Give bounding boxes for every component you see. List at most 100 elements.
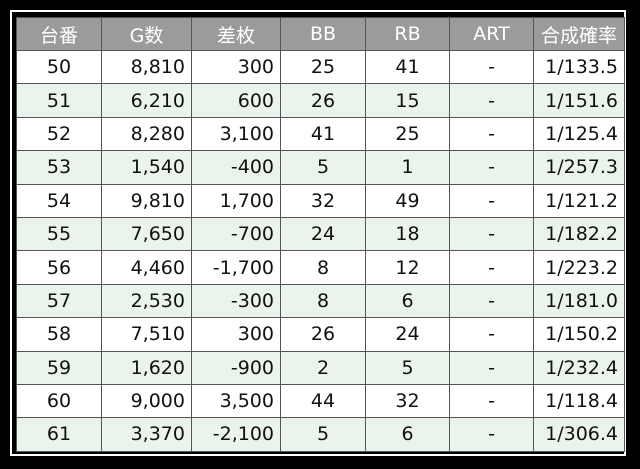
header-row: 台番 G数 差枚 BB RB ART 合成確率 xyxy=(16,17,625,51)
cell-machine-number: 55 xyxy=(16,216,102,252)
cell-coin-difference: 3,500 xyxy=(191,383,281,419)
cell-machine-number: 50 xyxy=(16,49,102,85)
table-row: 56 4,460 -1,700 8 12-1/223.2 xyxy=(16,250,625,285)
cell-bb-count: 24 xyxy=(280,216,366,252)
cell-machine-number: 56 xyxy=(16,250,102,285)
table-row: 60 9,000 3,500 44 32-1/118.4 xyxy=(16,383,625,419)
table-row: 59 1,620 -900 2 5-1/232.4 xyxy=(16,350,625,385)
cell-rb-count: 15 xyxy=(365,83,450,118)
cell-machine-number: 53 xyxy=(16,150,102,185)
cell-combined-probability: 1/181.0 xyxy=(533,283,625,319)
header-machine-number: 台番 xyxy=(16,17,102,51)
cell-bb-count: 2 xyxy=(280,350,366,385)
cell-bb-count: 44 xyxy=(280,383,366,419)
cell-game-count: 2,530 xyxy=(101,283,192,319)
slot-data-table: 台番 G数 差枚 BB RB ART 合成確率 50 8,810 300 25 41-1/133.5… xyxy=(16,17,625,452)
cell-art-count: - xyxy=(449,116,534,152)
cell-bb-count: 8 xyxy=(280,283,366,319)
cell-game-count: 6,210 xyxy=(101,83,192,118)
cell-bb-count: 32 xyxy=(280,183,366,218)
cell-art-count: - xyxy=(449,383,534,419)
cell-game-count: 8,810 xyxy=(101,49,192,85)
cell-bb-count: 8 xyxy=(280,250,366,285)
cell-art-count: - xyxy=(449,317,534,352)
table-row: 58 7,510 300 26 24-1/150.2 xyxy=(16,317,625,352)
cell-coin-difference: 1,700 xyxy=(191,183,281,218)
table-row: 61 3,370 -2,100 5 6-1/306.4 xyxy=(16,417,625,452)
header-combined-probability: 合成確率 xyxy=(533,17,625,51)
cell-bb-count: 41 xyxy=(280,116,366,152)
table-row: 51 6,210 600 26 15-1/151.6 xyxy=(16,83,625,118)
cell-machine-number: 60 xyxy=(16,383,102,419)
cell-bb-count: 26 xyxy=(280,83,366,118)
cell-combined-probability: 1/151.6 xyxy=(533,83,625,118)
cell-rb-count: 6 xyxy=(365,283,450,319)
cell-game-count: 7,650 xyxy=(101,216,192,252)
table-row: 55 7,650 -700 24 18-1/182.2 xyxy=(16,216,625,252)
cell-combined-probability: 1/223.2 xyxy=(533,250,625,285)
table-row: 52 8,280 3,100 41 25-1/125.4 xyxy=(16,116,625,152)
table-row: 50 8,810 300 25 41-1/133.5 xyxy=(16,49,625,85)
cell-rb-count: 12 xyxy=(365,250,450,285)
outer-frame xyxy=(10,10,626,456)
cell-coin-difference: -400 xyxy=(191,150,281,185)
header-game-count: G数 xyxy=(101,17,192,51)
cell-game-count: 9,810 xyxy=(101,183,192,218)
cell-combined-probability: 1/182.2 xyxy=(533,216,625,252)
cell-rb-count: 32 xyxy=(365,383,450,419)
cell-rb-count: 41 xyxy=(365,49,450,85)
cell-art-count: - xyxy=(449,49,534,85)
cell-art-count: - xyxy=(449,250,534,285)
table-row: 54 9,810 1,700 32 49-1/121.2 xyxy=(16,183,625,218)
cell-combined-probability: 1/150.2 xyxy=(533,317,625,352)
table-row: 57 2,530 -300 8 6-1/181.0 xyxy=(16,283,625,319)
cell-coin-difference: -2,100 xyxy=(191,417,281,452)
cell-game-count: 7,510 xyxy=(101,317,192,352)
cell-art-count: - xyxy=(449,283,534,319)
cell-game-count: 4,460 xyxy=(101,250,192,285)
cell-rb-count: 1 xyxy=(365,150,450,185)
cell-art-count: - xyxy=(449,417,534,452)
cell-rb-count: 25 xyxy=(365,116,450,152)
cell-coin-difference: -1,700 xyxy=(191,250,281,285)
cell-combined-probability: 1/257.3 xyxy=(533,150,625,185)
cell-machine-number: 61 xyxy=(16,417,102,452)
cell-coin-difference: 600 xyxy=(191,83,281,118)
cell-bb-count: 5 xyxy=(280,150,366,185)
cell-rb-count: 49 xyxy=(365,183,450,218)
cell-machine-number: 59 xyxy=(16,350,102,385)
cell-rb-count: 24 xyxy=(365,317,450,352)
cell-machine-number: 58 xyxy=(16,317,102,352)
cell-machine-number: 54 xyxy=(16,183,102,218)
cell-coin-difference: 3,100 xyxy=(191,116,281,152)
cell-coin-difference: -700 xyxy=(191,216,281,252)
cell-machine-number: 51 xyxy=(16,83,102,118)
cell-bb-count: 5 xyxy=(280,417,366,452)
cell-art-count: - xyxy=(449,150,534,185)
cell-combined-probability: 1/121.2 xyxy=(533,183,625,218)
cell-game-count: 1,540 xyxy=(101,150,192,185)
cell-coin-difference: -900 xyxy=(191,350,281,385)
cell-rb-count: 6 xyxy=(365,417,450,452)
cell-combined-probability: 1/118.4 xyxy=(533,383,625,419)
table-row: 53 1,540 -400 5 1-1/257.3 xyxy=(16,150,625,185)
cell-art-count: - xyxy=(449,83,534,118)
cell-game-count: 3,370 xyxy=(101,417,192,452)
cell-machine-number: 57 xyxy=(16,283,102,319)
cell-machine-number: 52 xyxy=(16,116,102,152)
cell-art-count: - xyxy=(449,350,534,385)
cell-bb-count: 25 xyxy=(280,49,366,85)
cell-rb-count: 18 xyxy=(365,216,450,252)
cell-game-count: 1,620 xyxy=(101,350,192,385)
cell-coin-difference: -300 xyxy=(191,283,281,319)
cell-game-count: 8,280 xyxy=(101,116,192,152)
cell-coin-difference: 300 xyxy=(191,49,281,85)
header-art-count: ART xyxy=(449,17,534,51)
cell-rb-count: 5 xyxy=(365,350,450,385)
cell-art-count: - xyxy=(449,183,534,218)
cell-coin-difference: 300 xyxy=(191,317,281,352)
cell-game-count: 9,000 xyxy=(101,383,192,419)
cell-combined-probability: 1/306.4 xyxy=(533,417,625,452)
cell-combined-probability: 1/232.4 xyxy=(533,350,625,385)
header-bb-count: BB xyxy=(280,17,366,51)
